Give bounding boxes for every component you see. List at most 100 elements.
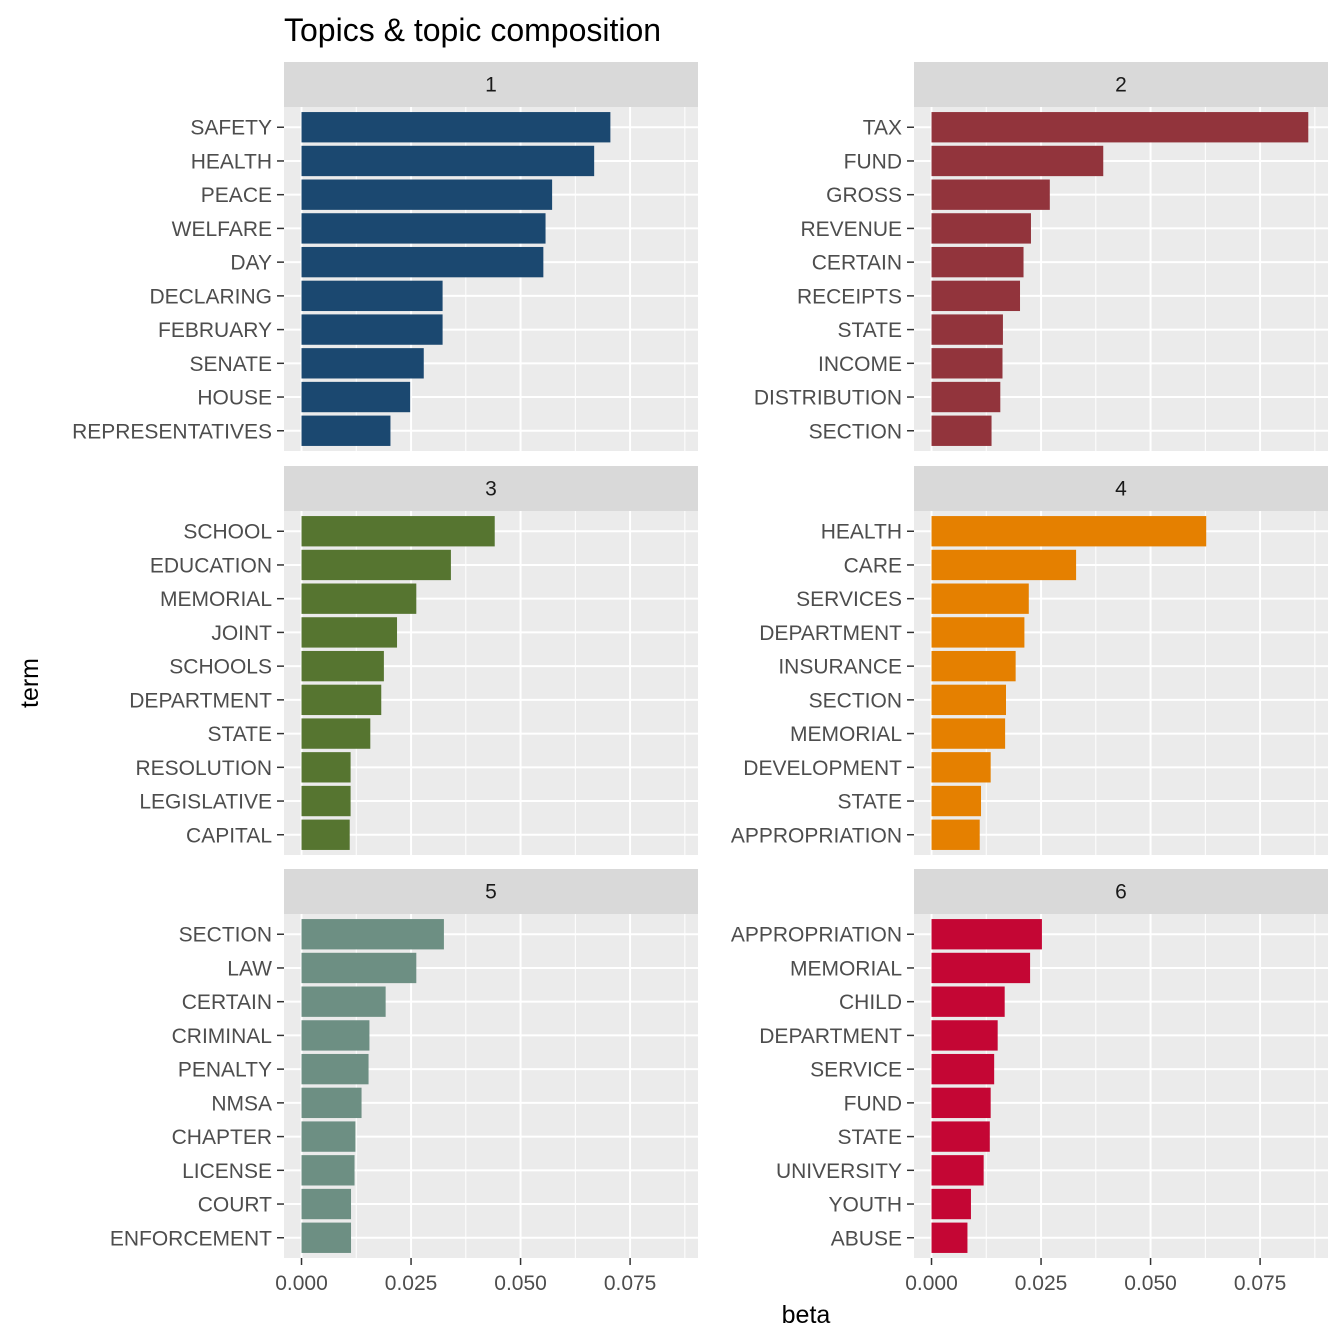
y-tick-label: DEPARTMENT <box>129 689 272 712</box>
y-tick-label: SERVICES <box>796 588 902 611</box>
y-tick-label: SAFETY <box>190 117 272 140</box>
bar <box>301 583 417 614</box>
bar <box>931 213 1031 244</box>
bar <box>931 952 1031 984</box>
bar <box>301 1155 355 1186</box>
bar <box>931 348 1003 379</box>
y-tick-label: HEALTH <box>821 521 902 544</box>
y-tick-label: CRIMINAL <box>172 1025 272 1048</box>
bar <box>301 1053 369 1085</box>
bar <box>931 314 1003 345</box>
bar <box>301 650 384 682</box>
facet-strip <box>914 466 1328 511</box>
bar <box>301 112 611 143</box>
bar <box>931 1087 991 1119</box>
y-tick-label: MEMORIAL <box>790 723 902 746</box>
y-tick-label: FUND <box>844 150 902 173</box>
facet-strip-label: 1 <box>485 74 497 97</box>
y-tick-label: CARE <box>844 554 902 577</box>
y-tick-label: DEVELOPMENT <box>743 757 902 780</box>
facet-panel-3: 3 SCHOOL EDUCATION MEMORIAL JOINT SCHOOLS DEPA… <box>129 466 698 855</box>
y-tick-label: STATE <box>207 723 272 746</box>
y-tick-label: CERTAIN <box>182 991 272 1014</box>
bar <box>931 280 1021 312</box>
facet-strip <box>914 62 1328 107</box>
bar <box>931 986 1005 1017</box>
bar <box>301 516 495 547</box>
bar <box>931 650 1016 682</box>
y-tick-label: SCHOOL <box>183 521 272 544</box>
bar <box>301 819 350 850</box>
bar <box>301 684 382 716</box>
bar <box>931 179 1050 210</box>
x-tick-label: 0.050 <box>494 1272 547 1295</box>
y-tick-label: DISTRIBUTION <box>754 387 902 410</box>
bar <box>301 280 443 312</box>
y-tick-label: HEALTH <box>191 150 272 173</box>
bar <box>931 549 1077 581</box>
facet-panels: 1 SAFETY HEALTH PEACE WELFARE DAY DECLARING FEB… <box>72 62 1328 1295</box>
bar <box>301 919 444 950</box>
bar <box>931 1053 995 1085</box>
y-tick-label: FUND <box>844 1092 902 1115</box>
y-tick-label: SECTION <box>809 420 902 443</box>
y-tick-label: FEBRUARY <box>158 319 272 342</box>
bar <box>301 381 411 413</box>
bar <box>931 112 1309 143</box>
bar <box>931 415 992 446</box>
y-tick-label: ABUSE <box>831 1227 902 1250</box>
bar <box>301 348 424 379</box>
y-tick-label: APPROPRIATION <box>731 824 902 847</box>
facet-strip <box>284 466 698 511</box>
y-tick-label: PENALTY <box>178 1059 272 1082</box>
y-tick-label: SECTION <box>179 924 272 947</box>
x-axis-title: beta <box>782 1301 831 1329</box>
bar <box>301 179 553 210</box>
y-tick-label: NMSA <box>211 1092 272 1115</box>
bar <box>931 718 1006 749</box>
facet-panel-5: 5 SECTION LAW CERTAIN CRIMINAL PENALTY NMSA CHA… <box>110 869 698 1295</box>
y-tick-label: DECLARING <box>149 285 272 308</box>
y-tick-label: STATE <box>837 791 902 814</box>
y-tick-label: HOUSE <box>197 387 272 410</box>
facet-strip-label: 6 <box>1115 881 1127 904</box>
x-tick-label: 0.025 <box>1015 1272 1068 1295</box>
facet-panel-6: 6 APPROPRIATION MEMORIAL CHILD DEPARTMENT SER… <box>731 869 1328 1295</box>
bar <box>301 213 546 244</box>
y-tick-label: DEPARTMENT <box>759 622 902 645</box>
bar <box>931 1121 990 1152</box>
bar <box>931 684 1006 716</box>
y-tick-label: SECTION <box>809 689 902 712</box>
bar <box>301 617 398 648</box>
y-tick-label: DAY <box>230 252 272 275</box>
y-tick-label: LEGISLATIVE <box>139 791 272 814</box>
bar <box>931 819 980 850</box>
y-tick-label: SERVICE <box>810 1059 902 1082</box>
y-tick-label: TAX <box>863 117 902 140</box>
y-tick-label: DEPARTMENT <box>759 1025 902 1048</box>
bar <box>301 1087 362 1119</box>
bar <box>301 549 451 581</box>
y-tick-label: RESOLUTION <box>135 757 272 780</box>
bar <box>301 314 443 345</box>
bar <box>931 1155 984 1186</box>
y-tick-label: CHAPTER <box>172 1126 272 1149</box>
y-tick-label: EDUCATION <box>150 554 272 577</box>
y-tick-label: CHILD <box>839 991 902 1014</box>
y-tick-label: GROSS <box>826 184 902 207</box>
y-tick-label: PEACE <box>201 184 272 207</box>
y-tick-label: ENFORCEMENT <box>110 1227 272 1250</box>
facet-strip-label: 5 <box>485 881 497 904</box>
chart-title: Topics & topic composition <box>284 12 661 48</box>
x-tick-label: 0.000 <box>905 1272 958 1295</box>
bar <box>931 919 1042 950</box>
bar <box>931 1188 971 1220</box>
bar <box>301 752 351 783</box>
x-tick-label: 0.025 <box>385 1272 438 1295</box>
y-tick-label: YOUTH <box>829 1194 903 1217</box>
bar <box>931 381 1001 413</box>
bar <box>301 246 544 278</box>
bar <box>931 516 1207 547</box>
bar <box>301 1188 352 1220</box>
